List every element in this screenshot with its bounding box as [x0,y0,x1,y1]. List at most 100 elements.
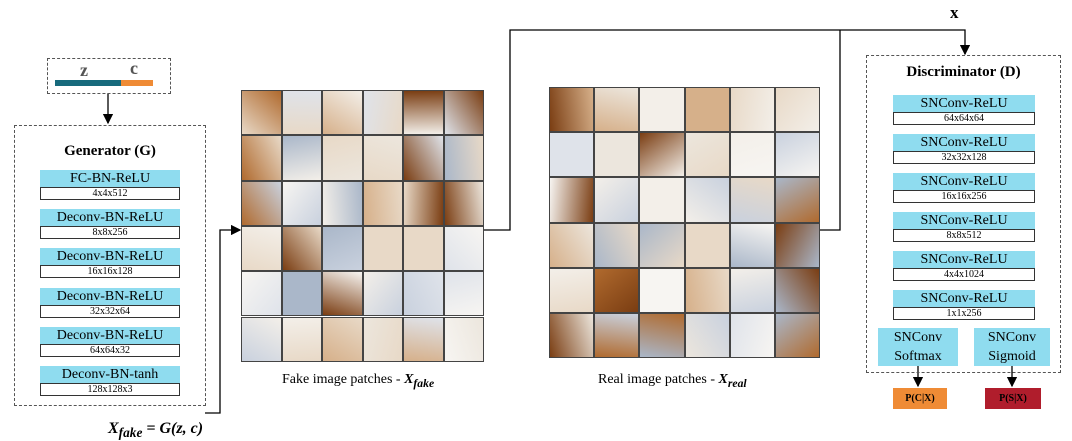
layer-name: SNConv-ReLU [893,290,1035,307]
layer-shape: 64x64x32 [40,344,180,357]
layer-name: SNConv-ReLU [893,212,1035,229]
image-patch [775,223,820,268]
image-patch [730,177,775,222]
real-caption: Real image patches - Xreal [598,372,747,390]
image-patch [549,223,594,268]
image-patch [639,87,684,132]
image-patch [730,132,775,177]
image-patch [363,317,404,362]
layer-shape: 128x128x3 [40,383,180,396]
layer-name: SNConv-ReLU [893,134,1035,151]
generator-output: Xfake = G(z, c) [108,420,203,441]
image-patch [241,135,282,180]
image-patch [775,87,820,132]
diagram: z c Generator (G) Xfake = G(z, c) Fake i… [0,0,1072,441]
generator-title: Generator (G) [14,143,206,160]
image-patch [363,271,404,316]
layer-name: Deconv-BN-ReLU [40,209,180,226]
z-label: z [80,60,88,81]
z-bar [55,80,121,86]
image-patch [594,132,639,177]
image-patch [322,226,363,271]
layer-name: Deconv-BN-ReLU [40,327,180,344]
image-patch [282,90,323,135]
image-patch [322,271,363,316]
line [820,30,840,230]
image-patch [403,135,444,180]
image-patch [282,271,323,316]
image-patch [549,313,594,358]
layer-shape: 4x4x512 [40,187,180,200]
layer-shape: 16x16x128 [40,265,180,278]
image-patch [363,90,404,135]
image-patch [241,271,282,316]
image-patch [241,317,282,362]
latent-box [47,58,171,94]
image-patch [322,181,363,226]
image-patch [282,226,323,271]
image-patch [775,177,820,222]
image-patch [775,268,820,313]
image-patch [685,177,730,222]
image-patch [549,132,594,177]
image-patch [241,90,282,135]
image-patch [444,226,485,271]
image-patch [282,317,323,362]
image-patch [730,87,775,132]
layer-name: SNConv-ReLU [893,251,1035,268]
image-patch [685,268,730,313]
layer-shape: 32x32x64 [40,305,180,318]
symbol: X [108,420,119,437]
head-text: SNConv [878,328,958,347]
layer-shape: 1x1x256 [893,307,1035,320]
layer-shape: 8x8x512 [893,229,1035,242]
head: SNConvSoftmax [878,328,958,366]
layer-shape: 32x32x128 [893,151,1035,164]
image-patch [594,223,639,268]
head-text: Softmax [878,347,958,366]
image-patch [363,226,404,271]
image-patch [282,181,323,226]
image-patch [241,226,282,271]
image-patch [549,268,594,313]
subscript: fake [413,377,434,390]
image-patch [363,135,404,180]
image-patch [444,90,485,135]
image-patch [241,181,282,226]
layer-shape: 4x4x1024 [893,268,1035,281]
image-patch [685,223,730,268]
image-patch [403,90,444,135]
image-patch [639,268,684,313]
layer-name: FC-BN-ReLU [40,170,180,187]
layer-name: Deconv-BN-ReLU [40,288,180,305]
image-patch [282,135,323,180]
image-patch [594,313,639,358]
layer-name: Deconv-BN-tanh [40,366,180,383]
image-patch [639,177,684,222]
layer-name: SNConv-ReLU [893,95,1035,112]
image-patch [322,90,363,135]
image-patch [549,177,594,222]
layer-shape: 64x64x64 [893,112,1035,125]
head-text: Sigmoid [974,347,1050,366]
caption-text: Real image patches - [598,372,719,387]
image-patch [775,313,820,358]
image-patch [444,181,485,226]
image-patch [730,313,775,358]
c-bar [121,80,153,86]
image-patch [444,271,485,316]
head-text: SNConv [974,328,1050,347]
image-patch [594,177,639,222]
image-patch [685,132,730,177]
symbol: X [404,372,413,387]
image-patch [639,132,684,177]
image-patch [403,226,444,271]
image-patch [322,135,363,180]
symbol: X [719,372,728,387]
real-input-label: x [950,3,959,23]
image-patch [444,317,485,362]
image-patch [403,317,444,362]
image-patch [549,87,594,132]
image-patch [403,271,444,316]
image-patch [322,317,363,362]
